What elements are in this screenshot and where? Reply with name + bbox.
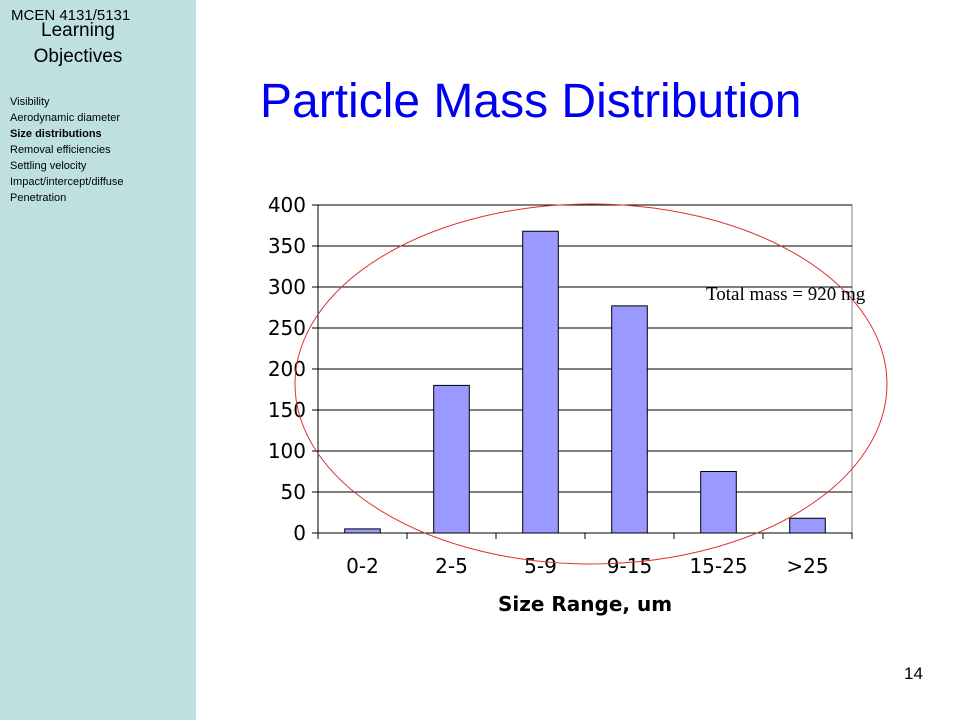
y-tick-label: 50 <box>281 480 306 504</box>
bar-5-9 <box>522 230 559 534</box>
y-tick-label: 100 <box>268 439 306 463</box>
objective-item: Impact/intercept/diffuse <box>10 176 124 188</box>
highlight-ellipse <box>294 203 888 565</box>
y-tick-label: 400 <box>268 193 306 217</box>
y-tick-label: 200 <box>268 357 306 381</box>
sidebar: MCEN 4131/5131 Learning Objectives Visib… <box>0 0 196 720</box>
x-tick-label: 0-2 <box>346 554 379 578</box>
bar->25 <box>789 517 826 534</box>
y-tick-label: 0 <box>293 521 306 545</box>
bar-2-5 <box>433 384 470 534</box>
objective-item: Size distributions <box>10 128 102 140</box>
y-tick-label: 250 <box>268 316 306 340</box>
y-tick-label: 350 <box>268 234 306 258</box>
objective-item: Settling velocity <box>10 160 87 172</box>
total-mass-annotation: Total mass = 920 mg <box>706 284 866 305</box>
objective-item: Penetration <box>10 192 67 204</box>
objectives-list: Visibility Aerodynamic diameter Size distr… <box>10 94 124 206</box>
x-tick-label: 5-9 <box>524 554 557 578</box>
x-tick-label: 9-15 <box>607 554 652 578</box>
bar-9-15 <box>611 305 648 534</box>
objective-item: Aerodynamic diameter <box>10 112 121 124</box>
slide-number: 14 <box>904 664 923 683</box>
x-tick-label: 2-5 <box>435 554 468 578</box>
y-tick-label: 300 <box>268 275 306 299</box>
objective-item: Removal efficiencies <box>10 144 111 156</box>
x-tick-label: 15-25 <box>689 554 747 578</box>
bar-0-2 <box>344 528 381 534</box>
sidebar-heading: Learning Objectives <box>33 20 123 67</box>
x-tick-label: >25 <box>786 554 828 578</box>
x-axis-title: Size Range, um <box>498 592 672 616</box>
slide-title: Particle Mass Distribution <box>260 75 802 128</box>
course-code: MCEN 4131/5131 <box>11 7 131 24</box>
y-tick-label: 150 <box>268 398 306 422</box>
objective-item: Visibility <box>10 96 50 108</box>
bar-15-25 <box>700 471 737 534</box>
